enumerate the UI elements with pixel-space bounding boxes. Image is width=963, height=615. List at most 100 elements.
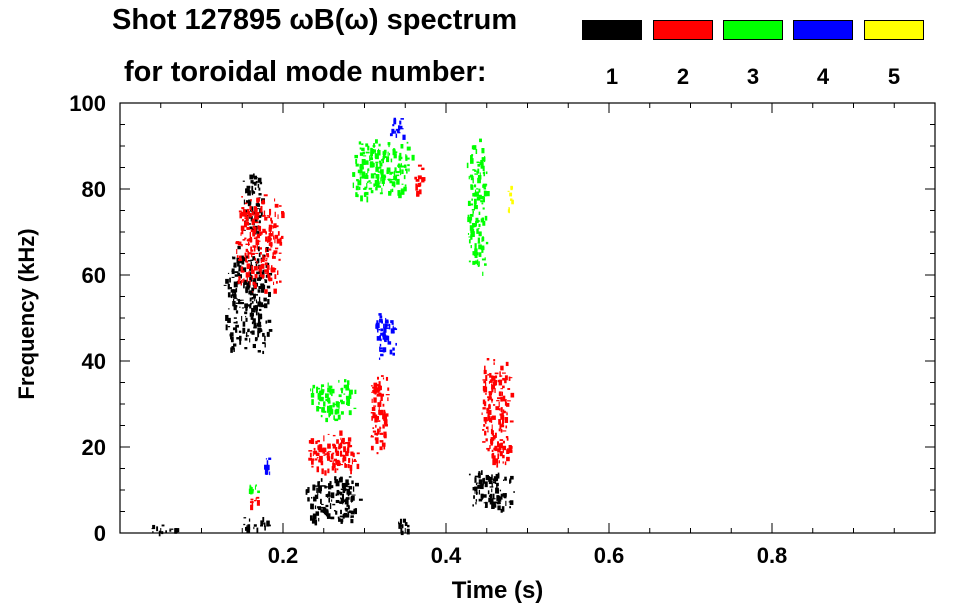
mode-2-point <box>274 274 277 280</box>
mode-2-point <box>501 391 504 396</box>
mode-1-point <box>345 514 350 518</box>
mode-2-point <box>493 359 496 362</box>
mode-1-point <box>165 530 168 533</box>
mode-2-point <box>239 212 243 219</box>
mode-2-point <box>281 235 284 239</box>
mode-3-point <box>370 173 375 179</box>
mode-1-point <box>235 288 238 293</box>
mode-2-point <box>267 240 269 244</box>
mode-2-point <box>279 205 282 207</box>
mode-1-point <box>330 516 335 520</box>
mode-1-point <box>233 347 235 352</box>
mode-2-point <box>387 397 389 402</box>
mode-2-point <box>484 430 487 436</box>
mode-1-point <box>262 254 266 260</box>
mode-3-point <box>480 159 484 165</box>
mode-1-point <box>505 500 507 507</box>
mode-2-point <box>250 498 254 501</box>
mode-3-point <box>484 257 486 260</box>
mode-5-point <box>510 186 514 189</box>
mode-4-point <box>383 323 385 329</box>
legend-swatch-4 <box>793 20 853 40</box>
mode-2-point <box>498 460 500 464</box>
mode-3-point <box>249 484 251 491</box>
mode-1-point <box>251 190 254 196</box>
mode-1-point <box>257 301 262 304</box>
mode-2-point <box>312 450 314 457</box>
mode-1-point <box>253 175 258 180</box>
mode-1-point <box>340 498 344 504</box>
mode-3-point <box>468 260 471 263</box>
mode-1-point <box>263 524 266 528</box>
mode-1-point <box>496 502 501 505</box>
mode-2-point <box>498 443 501 445</box>
mode-3-point <box>334 418 339 422</box>
mode-1-point <box>483 502 487 504</box>
mode-2-point <box>499 375 503 377</box>
mode-4-point <box>376 328 379 331</box>
mode-1-point <box>247 260 251 262</box>
mode-1-point <box>245 200 249 204</box>
mode-2-point <box>336 451 340 456</box>
mode-3-point <box>395 151 398 154</box>
mode-1-point <box>245 188 247 194</box>
mode-2-point <box>267 248 272 251</box>
mode-1-point <box>260 211 263 217</box>
mode-1-point <box>264 303 268 309</box>
mode-3-point <box>397 163 401 168</box>
mode-4-point <box>380 332 385 336</box>
mode-2-point <box>356 463 360 470</box>
mode-1-point <box>257 231 260 236</box>
mode-3-point <box>252 489 254 494</box>
mode-3-point <box>363 187 367 190</box>
mode-3-point <box>391 188 394 193</box>
mode-2-point <box>416 185 418 187</box>
mode-1-point <box>242 327 246 334</box>
mode-2-point <box>246 221 250 226</box>
mode-1-point <box>236 310 238 313</box>
mode-2-point <box>376 452 379 455</box>
mode-1-point <box>314 494 319 499</box>
mode-1-point <box>341 493 345 500</box>
mode-2-point <box>350 469 352 475</box>
mode-3-point <box>390 189 392 194</box>
mode-2-point <box>264 216 268 221</box>
mode-1-point <box>485 474 489 481</box>
mode-3-point <box>393 153 397 159</box>
mode-3-point <box>379 192 383 195</box>
mode-2-point <box>482 429 485 431</box>
mode-2-point <box>264 262 268 266</box>
mode-1-point <box>326 513 331 519</box>
mode-3-point <box>480 164 484 169</box>
mode-2-point <box>491 400 493 403</box>
mode-1-point <box>406 528 410 535</box>
mode-4-point <box>394 328 398 331</box>
mode-2-point <box>482 441 486 443</box>
mode-2-point <box>238 276 241 281</box>
mode-3-point <box>471 231 475 238</box>
mode-4-point <box>396 129 400 133</box>
mode-1-point <box>234 291 237 297</box>
mode-2-point <box>491 432 494 436</box>
mode-4-point <box>269 471 271 476</box>
mode-3-point <box>386 156 390 163</box>
mode-1-point <box>252 181 255 185</box>
mode-2-point <box>372 389 375 393</box>
mode-2-point <box>332 460 334 464</box>
mode-1-point <box>258 187 261 191</box>
mode-1-point <box>340 476 343 479</box>
mode-1-point <box>251 300 254 304</box>
mode-1-point <box>347 511 350 516</box>
mode-2-point <box>253 206 258 212</box>
mode-3-point <box>361 173 365 179</box>
mode-1-point <box>254 187 257 191</box>
mode-2-point <box>339 450 343 457</box>
mode-2-point <box>251 209 253 212</box>
mode-3-point <box>395 171 400 174</box>
mode-3-point <box>472 251 476 256</box>
mode-1-point <box>513 491 515 493</box>
mode-1-point <box>251 310 256 313</box>
mode-1-point <box>404 522 408 527</box>
mode-3-point <box>394 167 397 172</box>
mode-2-point <box>502 385 505 389</box>
